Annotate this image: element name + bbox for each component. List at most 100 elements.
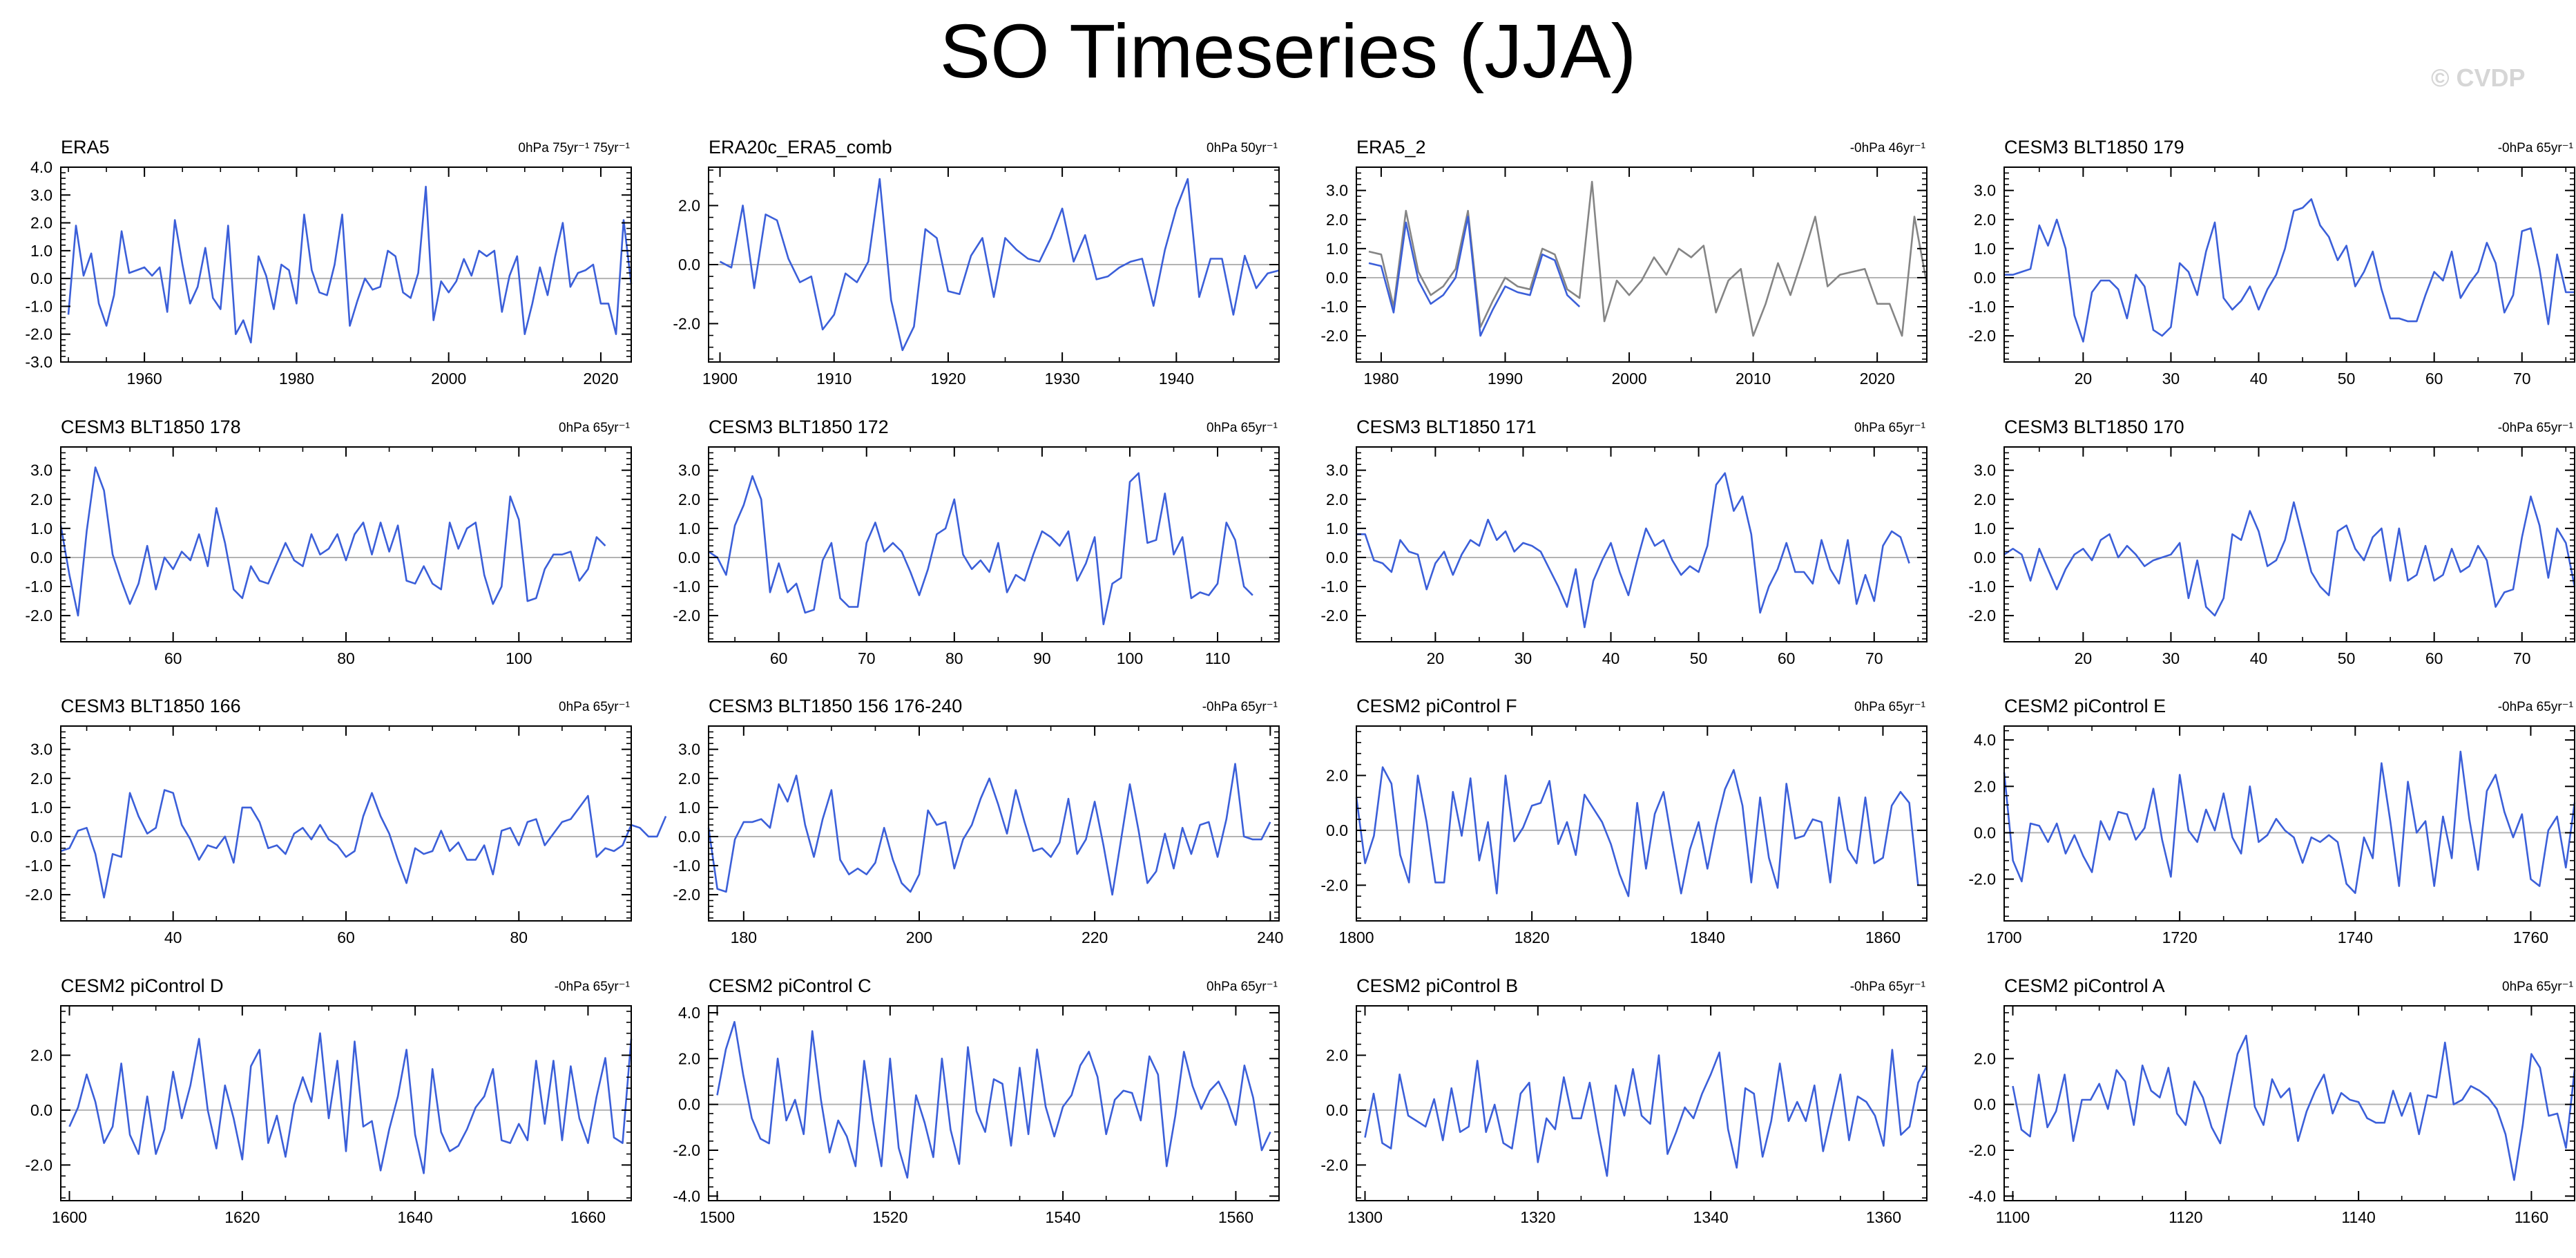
x-tick-label: 40 — [164, 928, 182, 946]
series-line — [716, 1020, 1271, 1179]
chart-panel-8: CESM3 BLT1850 170 -0hPa 65yr⁻¹ 20 30 40 50 60 7… — [1968, 417, 2576, 667]
y-tick-label: 0.0 — [678, 549, 700, 566]
chart-note: 0hPa 65yr⁻¹ — [1207, 421, 1278, 435]
cvdp-watermark: © CVDP — [2431, 64, 2526, 92]
plot-frame — [2003, 446, 2575, 642]
plot-frame — [1356, 166, 1928, 363]
y-tick-label: 0.0 — [1326, 269, 1348, 287]
chart-panel-2: ERA20c_ERA5_comb 0hPa 50yr⁻¹ 1900 1910 1920 1… — [673, 137, 1280, 388]
x-tick-label: 60 — [2425, 649, 2443, 667]
x-tick-label: 1300 — [1347, 1208, 1383, 1226]
chart-title: CESM2 piControl D — [61, 975, 224, 996]
series-line — [59, 466, 606, 617]
y-tick-label: 0.0 — [678, 828, 700, 846]
series-line — [2003, 750, 2576, 894]
y-tick-label: 2.0 — [1326, 1046, 1348, 1064]
y-tick-label: -1.0 — [1968, 298, 1996, 316]
y-tick-label: -2.0 — [1320, 327, 1348, 345]
y-tick-label: 0.0 — [1974, 269, 1996, 287]
y-tick-label: -2.0 — [25, 1156, 52, 1174]
x-tick-label: 1360 — [1866, 1208, 1901, 1226]
y-tick-label: 3.0 — [30, 186, 52, 204]
y-tick-label: -2.0 — [25, 325, 52, 343]
y-tick-label: 0.0 — [678, 256, 700, 274]
x-tick-label: 1910 — [816, 370, 852, 388]
x-tick-label: 200 — [906, 928, 932, 946]
y-tick-label: 3.0 — [30, 461, 52, 479]
y-tick-label: -2.0 — [1320, 607, 1348, 625]
x-tick-label: 70 — [2513, 649, 2531, 667]
x-tick-label: 40 — [1602, 649, 1620, 667]
y-tick-label: -1.0 — [1968, 578, 1996, 595]
y-tick-label: 1.0 — [1326, 240, 1348, 258]
y-tick-label: 3.0 — [678, 741, 700, 759]
x-tick-label: 80 — [337, 649, 355, 667]
plot-frame — [708, 725, 1280, 922]
y-tick-label: 2.0 — [678, 1049, 700, 1067]
chart-note: -0hPa 65yr⁻¹ — [1202, 700, 1278, 714]
y-tick-label: -3.0 — [25, 353, 52, 371]
x-tick-label: 1720 — [2162, 928, 2198, 946]
chart-panel-5: CESM3 BLT1850 178 0hPa 65yr⁻¹ 60 80 100 -2.0 -… — [25, 417, 632, 667]
chart-title: CESM3 BLT1850 171 — [1356, 417, 1537, 437]
x-tick-label: 60 — [770, 649, 788, 667]
y-tick-label: 2.0 — [1974, 490, 1996, 508]
x-tick-label: 100 — [1117, 649, 1143, 667]
x-tick-label: 30 — [2162, 370, 2180, 388]
plot-frame — [1356, 446, 1928, 642]
x-tick-label: 1740 — [2338, 928, 2373, 946]
x-tick-label: 1900 — [702, 370, 738, 388]
x-tick-label: 1990 — [1488, 370, 1523, 388]
plot-frame — [708, 446, 1280, 642]
y-tick-label: 3.0 — [1326, 182, 1348, 200]
y-tick-label: -1.0 — [673, 578, 700, 595]
x-tick-label: 1980 — [279, 370, 314, 388]
y-tick-label: 3.0 — [1326, 461, 1348, 479]
chart-note: -0hPa 65yr⁻¹ — [2498, 421, 2573, 435]
plot-frame — [60, 446, 632, 642]
plot-frame — [2003, 166, 2575, 363]
chart-title: ERA20c_ERA5_comb — [709, 137, 892, 158]
x-tick-label: 1600 — [52, 1208, 87, 1226]
series-line — [707, 763, 1271, 896]
x-tick-label: 40 — [2250, 649, 2268, 667]
chart-title: CESM2 piControl B — [1356, 975, 1518, 996]
y-tick-label: -2.0 — [1968, 870, 1996, 888]
x-tick-label: 1820 — [1515, 928, 1550, 946]
y-tick-label: -1.0 — [25, 297, 52, 315]
chart-note: 0hPa 65yr⁻¹ — [1854, 421, 1925, 435]
series-line — [1356, 472, 1910, 629]
page-title: SO Timeseries (JJA) — [939, 9, 1637, 94]
chart-note: -0hPa 65yr⁻¹ — [2498, 700, 2573, 714]
chart-panel-7: CESM3 BLT1850 171 0hPa 65yr⁻¹ 20 30 40 50 60 70… — [1320, 417, 1928, 667]
x-tick-label: 1500 — [700, 1208, 735, 1226]
y-tick-label: 4.0 — [678, 1004, 700, 1022]
y-tick-label: 2.0 — [1974, 211, 1996, 229]
x-tick-label: 90 — [1033, 649, 1051, 667]
y-tick-label: 4.0 — [30, 158, 52, 176]
series-line — [719, 178, 1280, 352]
x-tick-label: 1860 — [1865, 928, 1901, 946]
plot-frame — [60, 1005, 632, 1201]
chart-panel-9: CESM3 BLT1850 166 0hPa 65yr⁻¹ 40 60 80 -2.0 -1… — [25, 696, 667, 946]
y-tick-label: -2.0 — [1968, 1141, 1996, 1159]
x-tick-label: 1160 — [2515, 1208, 2548, 1226]
x-tick-label: 2010 — [1736, 370, 1771, 388]
y-tick-label: -1.0 — [1320, 298, 1348, 316]
x-tick-label: 80 — [945, 649, 963, 667]
y-tick-label: -2.0 — [673, 1141, 700, 1159]
x-tick-label: 60 — [164, 649, 182, 667]
y-tick-label: -1.0 — [673, 857, 700, 875]
chart-note: 0hPa 65yr⁻¹ — [559, 700, 630, 714]
y-tick-label: -4.0 — [673, 1187, 700, 1205]
x-tick-label: 20 — [2075, 649, 2093, 667]
chart-note: -0hPa 46yr⁻¹ — [1850, 141, 1925, 155]
chart-title: CESM2 piControl C — [709, 975, 872, 996]
chart-panel-12: CESM2 piControl E -0hPa 65yr⁻¹ 1700 1720 174… — [1968, 696, 2576, 946]
x-tick-label: 60 — [1778, 649, 1796, 667]
x-tick-label: 1980 — [1363, 370, 1398, 388]
chart-panel-10: CESM3 BLT1850 156 176-240 -0hPa 65yr⁻¹ 180… — [673, 696, 1283, 946]
x-tick-label: 70 — [2513, 370, 2531, 388]
y-tick-label: 1.0 — [678, 799, 700, 817]
